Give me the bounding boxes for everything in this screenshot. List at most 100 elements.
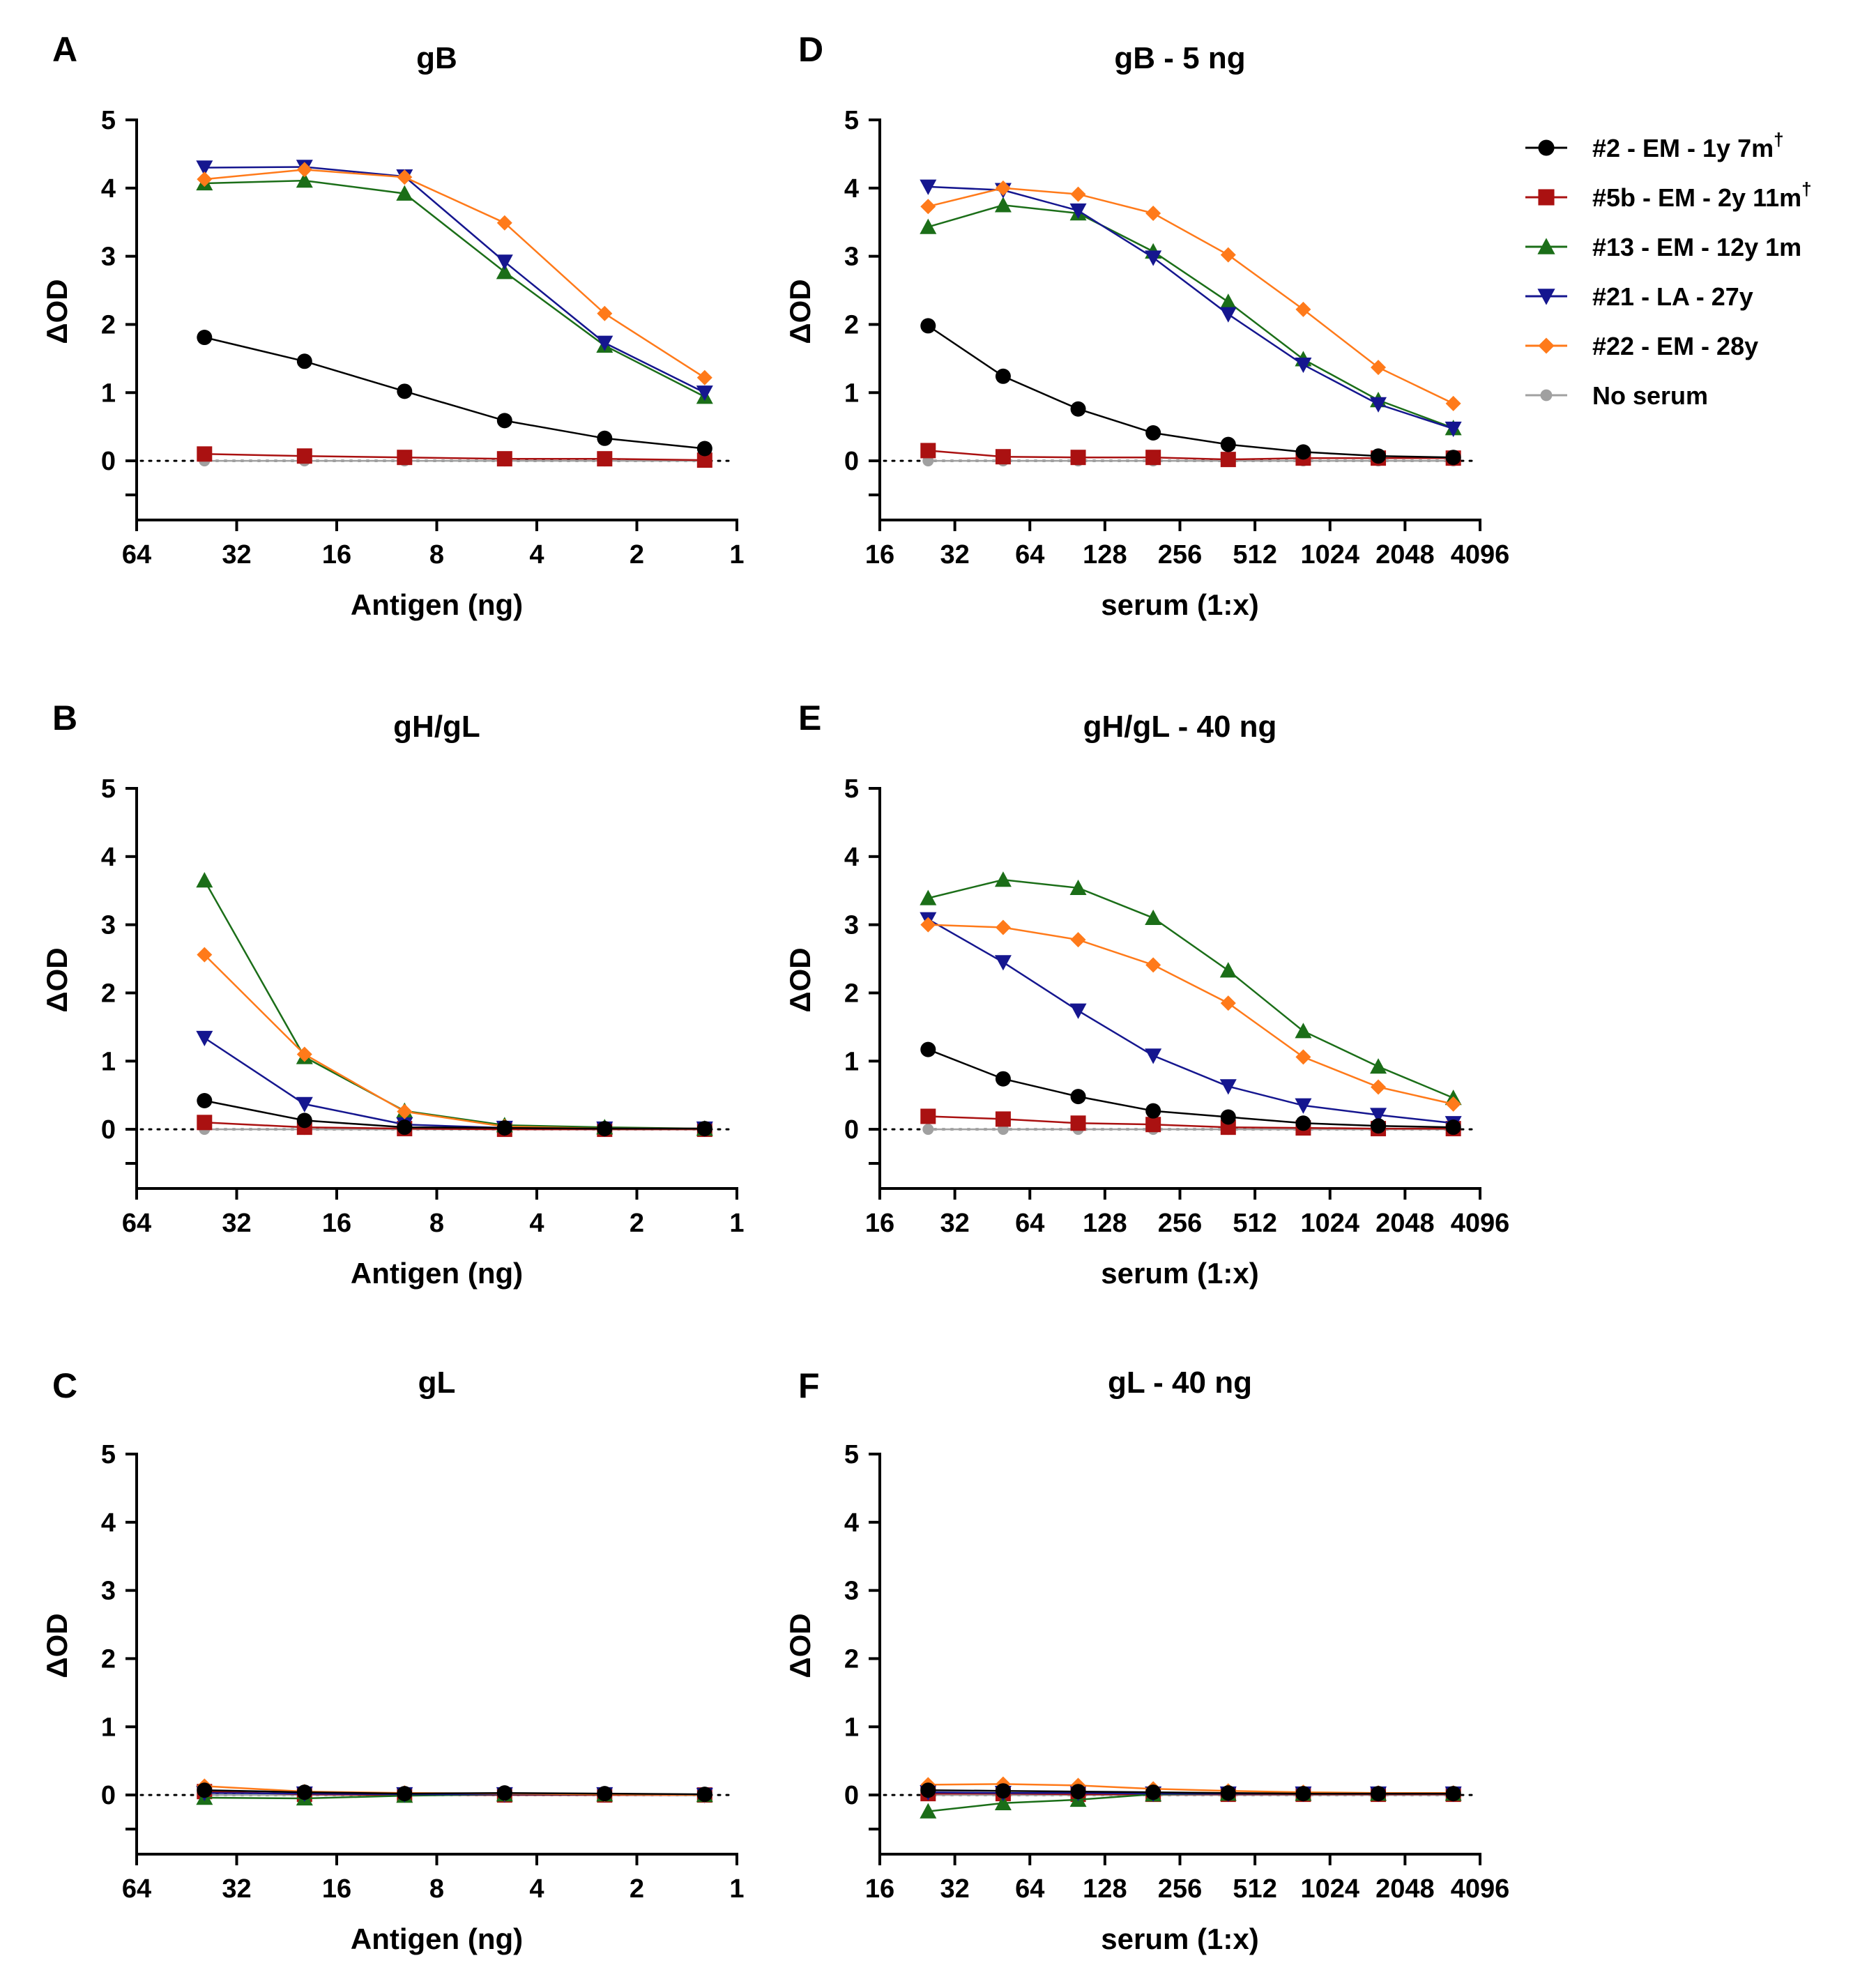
data-point-s2 bbox=[696, 441, 712, 457]
data-point-s5b bbox=[920, 443, 936, 459]
series-s2 bbox=[197, 1093, 712, 1137]
data-point-s21 bbox=[496, 254, 513, 270]
data-point-s2 bbox=[1445, 1786, 1461, 1802]
data-point-s5b bbox=[920, 1108, 936, 1124]
data-point-s2 bbox=[597, 1121, 613, 1137]
data-point-s2 bbox=[920, 318, 936, 334]
data-point-s2 bbox=[1145, 1784, 1161, 1800]
x-tick-label: 8 bbox=[429, 1874, 444, 1904]
y-tick-label: 5 bbox=[844, 106, 859, 135]
series-s2 bbox=[197, 1782, 712, 1803]
data-point-s22 bbox=[696, 369, 712, 385]
y-tick-label: 1 bbox=[101, 1047, 116, 1076]
y-tick-label: 4 bbox=[844, 1508, 859, 1538]
data-point-s2 bbox=[1145, 425, 1161, 441]
x-tick-label: 256 bbox=[1158, 1874, 1202, 1904]
data-point-s21 bbox=[1219, 307, 1237, 323]
data-point-s5b bbox=[296, 448, 312, 464]
data-point-s13 bbox=[920, 218, 937, 234]
y-tick-label: 5 bbox=[101, 106, 116, 135]
x-tick-label: 512 bbox=[1233, 540, 1276, 569]
data-point-s5b bbox=[995, 449, 1011, 465]
data-point-s22 bbox=[1371, 1079, 1387, 1095]
x-tick-label: 64 bbox=[122, 1874, 151, 1904]
x-tick-label: 16 bbox=[322, 540, 351, 569]
data-point-s13 bbox=[920, 889, 937, 905]
x-tick-label: 256 bbox=[1158, 540, 1202, 569]
legend-label: #5b - EM - 2y 11m† bbox=[1592, 178, 1812, 212]
legend-item-s13: #13 - EM - 12y 1m bbox=[1525, 233, 1801, 261]
legend-label: #22 - EM - 28y bbox=[1592, 332, 1758, 360]
y-axis-label: ΔOD bbox=[40, 279, 73, 344]
series-line-s5b bbox=[204, 453, 705, 461]
data-point-s21 bbox=[296, 1096, 313, 1112]
x-tick-label: 32 bbox=[940, 1209, 969, 1238]
data-point-s5b bbox=[397, 450, 413, 466]
series-s22 bbox=[197, 947, 712, 1137]
series-line-s5b bbox=[928, 1115, 1454, 1130]
panel-letter: E bbox=[798, 698, 821, 737]
y-tick-label: 0 bbox=[844, 1781, 859, 1810]
data-point-s22 bbox=[920, 917, 936, 933]
data-point-s5b bbox=[1145, 450, 1161, 466]
data-point-s2 bbox=[696, 1787, 712, 1803]
series-line-s2 bbox=[927, 325, 1454, 459]
y-tick-label: 1 bbox=[844, 1047, 859, 1076]
x-tick-label: 64 bbox=[122, 1209, 151, 1238]
data-point-s5b bbox=[197, 446, 213, 462]
series-s13 bbox=[920, 871, 1462, 1106]
series-s2 bbox=[920, 1041, 1461, 1136]
data-point-s2 bbox=[1371, 1118, 1387, 1134]
legend-item-s2: #2 - EM - 1y 7m† bbox=[1525, 129, 1784, 162]
y-tick-label: 2 bbox=[844, 1644, 859, 1674]
x-tick-label: 128 bbox=[1083, 1874, 1127, 1904]
legend-marker bbox=[1538, 139, 1555, 156]
data-point-s2 bbox=[1371, 1786, 1387, 1802]
legend-item-s5b: #5b - EM - 2y 11m† bbox=[1525, 178, 1812, 212]
data-point-s5b bbox=[1070, 450, 1086, 466]
data-point-s5b bbox=[197, 1115, 213, 1131]
series-line-s22 bbox=[204, 169, 706, 379]
y-tick-label: 0 bbox=[101, 1781, 116, 1810]
panel-title: gH/gL bbox=[393, 710, 480, 744]
data-point-s2 bbox=[496, 413, 512, 429]
x-tick-label: 512 bbox=[1233, 1209, 1276, 1238]
y-axis-label: ΔOD bbox=[40, 1613, 73, 1678]
x-tick-label: 16 bbox=[865, 1874, 894, 1904]
series-line-s2 bbox=[204, 1789, 705, 1796]
data-point-s2 bbox=[1220, 1109, 1236, 1125]
x-tick-label: 1 bbox=[729, 1874, 744, 1904]
data-point-s22 bbox=[995, 180, 1011, 196]
panel-title: gB - 5 ng bbox=[1114, 41, 1245, 75]
x-tick-label: 4 bbox=[529, 540, 544, 569]
y-tick-label: 4 bbox=[101, 1508, 116, 1538]
y-tick-label: 3 bbox=[844, 243, 859, 272]
x-tick-label: 8 bbox=[429, 1209, 444, 1238]
x-tick-label: 1024 bbox=[1300, 1209, 1359, 1238]
y-tick-label: 0 bbox=[101, 447, 116, 476]
data-point-s13 bbox=[1219, 962, 1237, 978]
legend-marker bbox=[1538, 337, 1555, 354]
series-s21 bbox=[196, 160, 713, 402]
panel-title: gB bbox=[416, 41, 457, 75]
y-tick-label: 1 bbox=[844, 1713, 859, 1742]
panel-letter: A bbox=[52, 30, 77, 69]
x-tick-label: 32 bbox=[222, 1209, 251, 1238]
series-line-s2 bbox=[204, 1099, 705, 1130]
data-point-s2 bbox=[296, 353, 312, 369]
data-point-s22 bbox=[397, 169, 413, 185]
series-line-s2 bbox=[927, 1048, 1454, 1129]
data-point-s2 bbox=[1295, 1115, 1311, 1131]
y-tick-label: 3 bbox=[101, 1577, 116, 1606]
series-line-s22 bbox=[204, 954, 705, 1130]
data-point-s2 bbox=[197, 1782, 213, 1798]
x-tick-label: 1 bbox=[729, 1209, 744, 1238]
data-point-s2 bbox=[397, 1786, 413, 1802]
series-line-s13 bbox=[204, 179, 706, 398]
panel-title: gH/gL - 40 ng bbox=[1083, 710, 1277, 744]
data-point-s5b bbox=[1220, 452, 1236, 468]
data-point-s22 bbox=[397, 1103, 413, 1119]
y-tick-label: 0 bbox=[101, 1115, 116, 1145]
